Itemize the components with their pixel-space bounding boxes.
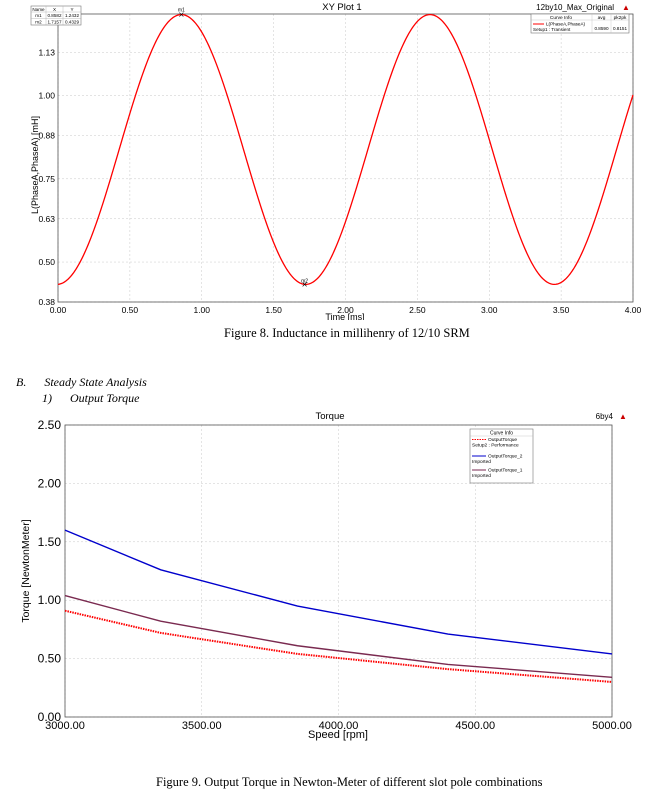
chart2-legend-series-setup: Imported <box>472 459 491 465</box>
chart2-corner-arrow[interactable]: ▲ <box>619 412 627 421</box>
chart2-legend: Curve Info OutputTorque Setup2 : Perform… <box>469 428 534 484</box>
chart1-legend-series-setup: Setup1 : Transient <box>533 27 571 32</box>
chart1-marker-table: Name X Y m1 0.8582 1.2432 m2 1.7157 0.43… <box>30 5 82 26</box>
chart2-legend-series-setup: Setup2 : Performance <box>472 443 519 449</box>
chart2-corner-label: 6by4 <box>596 412 614 421</box>
chart1-legend-col-pk2pk: pk2pk <box>614 15 627 21</box>
chart2-x-tick-label: 3000.00 <box>45 720 85 732</box>
chart1-x-tick-label: 0.50 <box>122 305 139 315</box>
chart1-x-axis-label: Time [ms] <box>325 312 364 320</box>
chart1-legend-col-avg: avg <box>598 16 606 21</box>
chart2-series-line-1 <box>64 609 613 683</box>
chart1-x-tick-label: 3.00 <box>481 305 498 315</box>
chart1-marker-label: m2 <box>301 278 308 284</box>
chart2-plot-frame <box>64 424 613 718</box>
subsection-number: 1) <box>42 391 52 405</box>
chart1-y-tick-label: 0.88 <box>38 131 55 141</box>
chart2-series-line-3 <box>64 594 613 678</box>
chart1-y-tick-label: 0.75 <box>38 174 55 184</box>
chart2-legend-series-name: OutputTorque <box>488 437 517 443</box>
figure9-caption: Figure 9. Output Torque in Newton-Meter … <box>156 775 543 789</box>
subsection-title: Output Torque <box>70 391 140 405</box>
chart2-x-tick-label: 5000.00 <box>592 720 632 732</box>
chart2-legend-series-setup: Imported <box>472 473 491 479</box>
chart1-legend: Curve Info avg pk2pk L(PhaseA,PhaseA) Se… <box>530 13 630 34</box>
chart1-x-tick-label: 4.00 <box>625 305 642 315</box>
chart2-legend-series-name: OutputTorque_2 <box>488 454 523 460</box>
chart1-y-axis-label: L(PhaseA,PhaseA) [mH] <box>30 116 40 214</box>
section-number: B. <box>16 375 27 389</box>
chart1-series-line <box>57 13 634 286</box>
inductance-chart: XY Plot 1 12by10_Max_Original ▲ L(PhaseA… <box>30 2 642 320</box>
chart2-y-axis-label: Torque [NewtonMeter] <box>20 519 32 622</box>
chart2-x-tick-label: 4500.00 <box>455 720 495 732</box>
chart2-y-tick-label: 1.00 <box>38 593 62 607</box>
chart1-y-tick-label: 0.63 <box>38 214 55 224</box>
chart1-y-tick-label: 1.13 <box>38 47 55 57</box>
chart1-corner-arrow[interactable]: ▲ <box>622 3 630 12</box>
marker-table-header-y: Y <box>70 7 73 12</box>
chart1-title: XY Plot 1 <box>322 2 361 13</box>
torque-chart: Torque 6by4 ▲ Torque [NewtonMeter] Speed… <box>20 411 632 741</box>
chart2-series-line-2 <box>64 529 613 655</box>
chart2-y-tick-label: 1.50 <box>38 535 62 549</box>
chart1-legend-avg-value: 0.8590 <box>594 26 608 31</box>
marker-table-cell: m2 <box>35 20 42 25</box>
chart2-x-axis-label: Speed [rpm] <box>308 729 368 741</box>
marker-table-header-x: X <box>53 7 56 12</box>
chart1-x-tick-label: 1.00 <box>193 305 210 315</box>
chart1-legend-pk2pk-value: 0.8151 <box>613 26 627 31</box>
marker-table-cell: 0.8582 <box>47 13 61 18</box>
chart1-x-tick-label: 0.00 <box>50 305 67 315</box>
chart2-y-tick-label: 2.00 <box>38 476 62 490</box>
marker-table-cell: m1 <box>35 13 42 18</box>
chart2-title: Torque <box>315 411 344 422</box>
marker-table-cell: 1.2432 <box>65 13 79 18</box>
section-title: Steady State Analysis <box>44 375 147 389</box>
chart2-y-tick-label: 2.50 <box>38 418 62 432</box>
chart1-x-tick-label: 2.00 <box>337 305 354 315</box>
chart1-marker-point <box>302 282 307 287</box>
marker-table-header-name: Name <box>32 7 45 12</box>
chart1-legend-series-name: L(PhaseA,PhaseA) <box>546 22 586 27</box>
chart1-plot-frame <box>57 13 634 303</box>
chart2-x-tick-label: 4000.00 <box>319 720 359 732</box>
chart1-marker-point <box>179 12 184 17</box>
chart2-x-tick-label: 3500.00 <box>182 720 222 732</box>
chart2-legend-header: Curve Info <box>490 431 513 437</box>
chart1-marker-label: m1 <box>178 8 185 14</box>
figure8-caption: Figure 8. Inductance in millihenry of 12… <box>224 326 470 340</box>
section-heading: B. Steady State Analysis <box>16 375 147 390</box>
chart1-x-tick-label: 1.50 <box>265 305 282 315</box>
chart1-y-tick-label: 0.38 <box>38 297 55 307</box>
chart1-y-tick-label: 0.50 <box>38 257 55 267</box>
marker-table-cell: 1.7157 <box>47 20 61 25</box>
chart1-y-tick-label: 1.00 <box>38 91 55 101</box>
chart1-legend-header: Curve Info <box>550 15 572 21</box>
subsection-heading: 1) Output Torque <box>42 391 139 406</box>
marker-table-cell: 0.4329 <box>65 20 79 25</box>
chart1-x-tick-label: 2.50 <box>409 305 426 315</box>
chart1-corner-label: 12by10_Max_Original <box>536 3 614 12</box>
chart2-y-tick-label: 0.00 <box>38 710 62 724</box>
chart2-y-tick-label: 0.50 <box>38 652 62 666</box>
chart1-x-tick-label: 3.50 <box>553 305 570 315</box>
chart2-legend-series-name: OutputTorque_1 <box>488 468 523 474</box>
